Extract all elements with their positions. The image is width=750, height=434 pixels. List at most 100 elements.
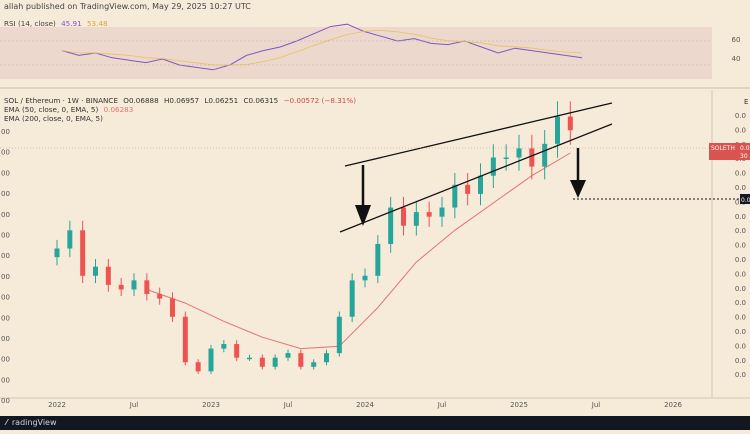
candle-body: [567, 116, 573, 131]
y-axis-right-tick-label: 0.0: [735, 184, 746, 192]
candle-body: [247, 357, 252, 360]
y-axis-right-tick-label: 0.0: [735, 299, 746, 307]
candle-body: [131, 280, 137, 290]
y-axis-right-tick-label: 0.0: [735, 256, 746, 264]
ohlc-change: −0.00572 (−8.31%): [283, 96, 357, 105]
candle-body: [362, 275, 368, 281]
candle-body: [208, 348, 214, 372]
wedge-lower-line: [339, 123, 613, 233]
candle-body: [516, 148, 522, 158]
candle-body: [375, 243, 381, 276]
rsi-layer: [0, 23, 712, 71]
y-axis-left-tick-label: 00: [1, 232, 10, 240]
rsi-axis-tick-label: 60: [732, 36, 741, 44]
y-axis-right-tick-label: 0.0: [735, 213, 746, 221]
ohlc-low: L0.06251: [204, 96, 239, 105]
rsi-band: [0, 27, 712, 79]
y-axis-right-tick-label: 0.0: [735, 242, 746, 250]
x-axis-tick-label: 2025: [510, 401, 528, 409]
y-axis-right-tick-label: 0.0: [735, 328, 746, 336]
ema50-legend: EMA (50, close, 0, EMA, 5): [4, 105, 99, 114]
y-axis-left-tick-label: 00: [1, 376, 10, 384]
y-axis-left-tick-label: 00: [1, 273, 10, 281]
candle-body: [298, 353, 304, 367]
candle-body: [542, 143, 548, 167]
price-tag-label: SOLETH: [711, 145, 735, 152]
candle-body: [413, 212, 419, 226]
ema200-legend: EMA (200, close, 0, EMA, 5): [4, 114, 103, 123]
ohlc-close: C0.06315: [243, 96, 279, 105]
x-axis-tick-label: Jul: [129, 401, 139, 409]
rsi-ma-line: [61, 29, 583, 66]
target-tag-label: 0.0: [741, 197, 750, 204]
breakdown-arrow-head: [570, 180, 586, 198]
candle-body: [182, 316, 188, 363]
candle-body: [426, 212, 432, 217]
publisher-header: allah published on TradingView.com, May …: [4, 2, 251, 11]
y-axis-left-tick-label: 00: [1, 335, 10, 343]
candle-body: [105, 266, 111, 285]
wedge-upper-line: [344, 102, 613, 167]
candle-body: [388, 207, 394, 244]
candle-body: [465, 184, 471, 194]
target-tag-background: [740, 194, 750, 204]
y-axis-left-tick-label: 00: [1, 149, 10, 157]
rsi-legend-value2: 53.48: [86, 19, 108, 28]
y-axis-right-tick-label: 0.0: [735, 342, 746, 350]
rsi-axis-tick-label: 40: [732, 55, 741, 63]
candle-body: [478, 175, 483, 194]
y-axis-right-tick-label: 0.0: [735, 227, 746, 235]
footer-brand: radingView: [11, 418, 57, 427]
rsi-legend-label: RSI (14, close): [4, 19, 56, 28]
candle-body: [285, 353, 291, 358]
y-axis-right-tick-label: 0.0: [735, 285, 746, 293]
candle-body: [54, 248, 60, 258]
y-axis-left-tick-label: 00: [1, 128, 10, 136]
candle-body: [221, 344, 227, 349]
y-axis-left-tick-label: 00: [1, 190, 10, 198]
y-axis-right-tick-label: 0.0: [735, 371, 746, 379]
ema-layer: [146, 152, 571, 350]
rsi-legend-value1: 45.91: [61, 19, 82, 28]
candle-body: [234, 344, 240, 358]
x-axis-tick-label: 2022: [48, 401, 66, 409]
top-right-axis-label: E: [744, 98, 748, 106]
candle-body: [170, 298, 175, 317]
price-legend: SOL / Ethereum · 1W · BINANCE O0.06888 H…: [4, 96, 359, 123]
candle-body: [503, 157, 509, 159]
candle-body: [529, 148, 535, 167]
candle-body: [439, 207, 445, 217]
x-axis-tick-label: Jul: [591, 401, 601, 409]
ema50-legend-value: 0.06283: [103, 105, 134, 114]
candle-body: [336, 316, 342, 354]
candle-body: [67, 230, 73, 249]
y-axis-left-tick-label: 00: [1, 397, 10, 405]
candle-body: [118, 284, 124, 290]
symbol-label: SOL / Ethereum · 1W · BINANCE: [4, 96, 118, 105]
footer-bar: ⁄ radingView: [0, 416, 750, 430]
y-axis-right-tick-label: 0.0: [735, 126, 746, 134]
candle-body: [93, 266, 98, 276]
x-axis-tick-label: 2023: [202, 401, 220, 409]
x-axis-tick-label: 2026: [664, 401, 682, 409]
rsi-line: [61, 23, 583, 71]
rsi-legend: RSI (14, close) 45.91 53.48: [4, 19, 111, 28]
x-axis-tick-label: 2024: [356, 401, 374, 409]
candle-body: [195, 362, 201, 372]
y-axis-left-tick-label: 00: [1, 356, 10, 364]
candle-body: [311, 362, 317, 367]
y-axis-left-tick-label: 00: [1, 169, 10, 177]
y-axis-right-tick-label: 0.0: [735, 112, 746, 120]
ohlc-open: O0.06888: [123, 96, 159, 105]
wedge-left-arrow-head: [355, 205, 371, 226]
candle-layer: [54, 101, 573, 374]
axis-layer: 2022 Jul 2023 Jul 2024 Jul 2025 Jul 2026 60 40 0.0 0…: [1, 36, 750, 409]
candle-body: [157, 294, 163, 299]
y-axis-right-tick-label: 0.0: [735, 314, 746, 322]
y-axis-left-tick-label: 00: [1, 294, 10, 302]
ohlc-high: H0.06957: [163, 96, 200, 105]
y-axis-right-tick-label: 0.0: [735, 357, 746, 365]
y-axis-left-tick-label: 00: [1, 252, 10, 260]
